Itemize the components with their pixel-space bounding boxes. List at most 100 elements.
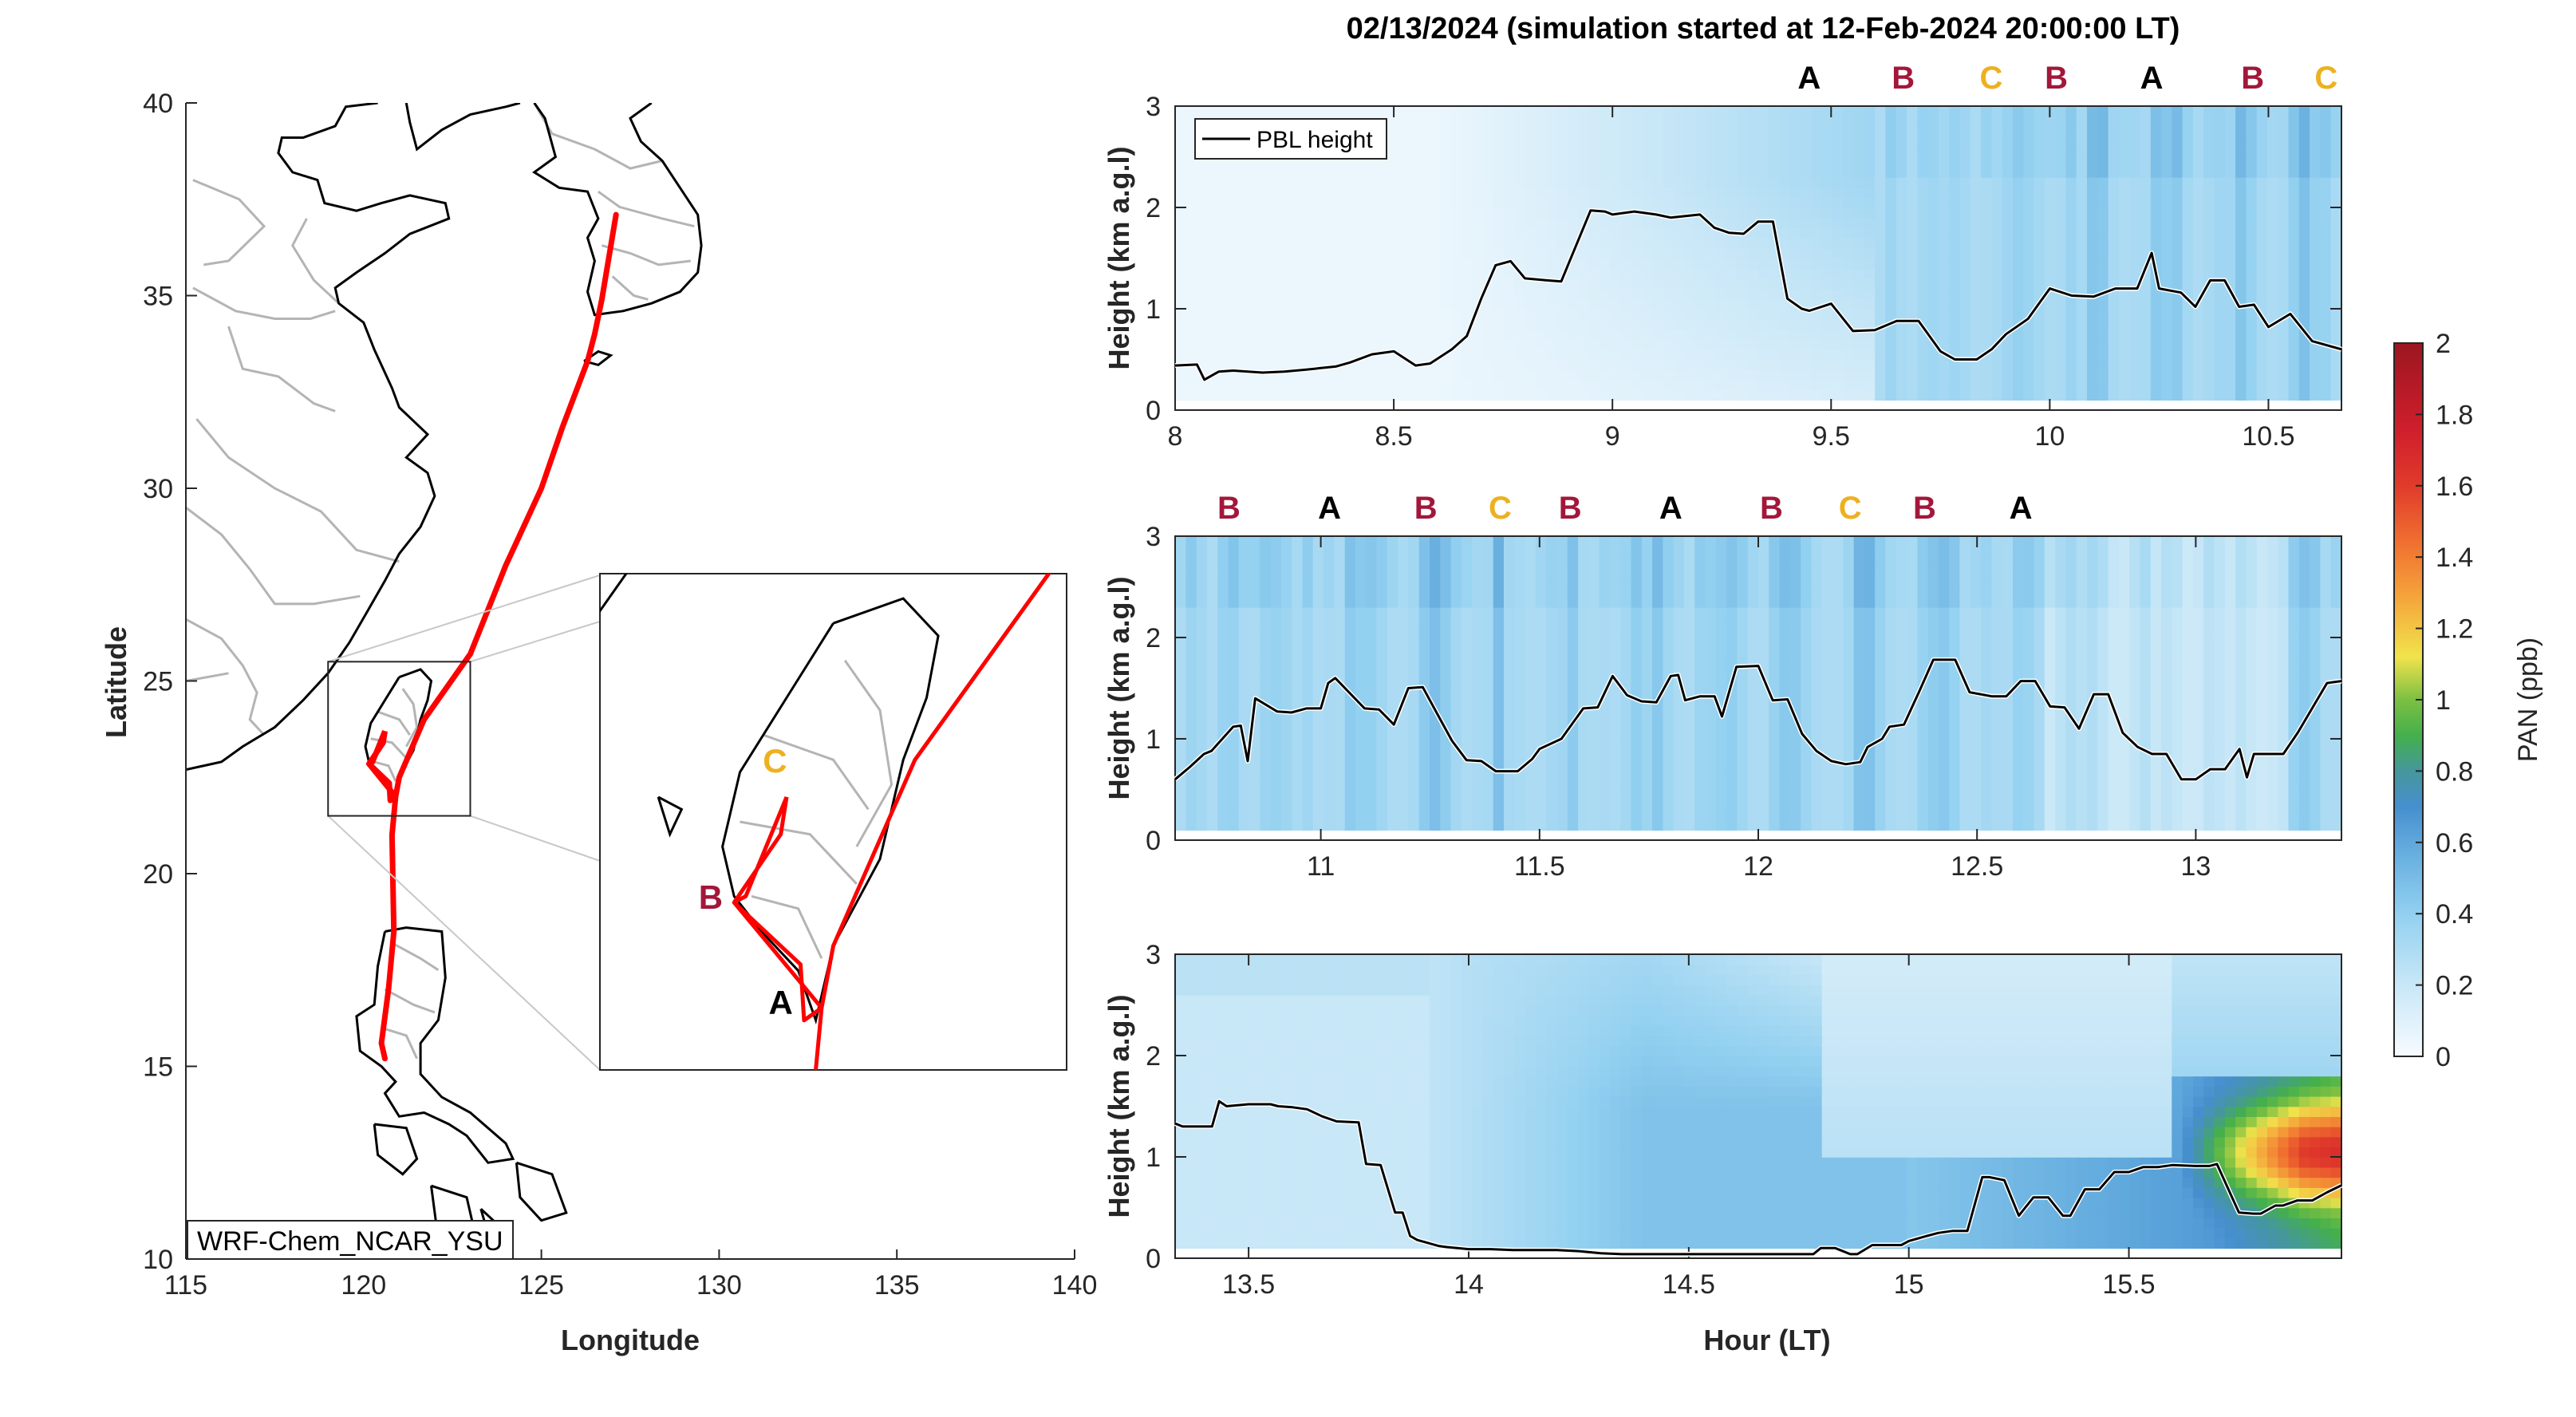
- heatmap-cell: [1907, 227, 1918, 239]
- heatmap-cell: [1462, 587, 1473, 598]
- heatmap-cell: [1960, 298, 1971, 310]
- heatmap-cell: [1737, 136, 1748, 148]
- heatmap-cell: [1472, 360, 1483, 371]
- heatmap-cell: [1525, 136, 1537, 148]
- heatmap-cell: [1832, 207, 1844, 219]
- heatmap-cell: [1716, 799, 1727, 811]
- heatmap-cell: [1991, 268, 2002, 279]
- heatmap-cell: [1387, 167, 1398, 178]
- heatmap-cell: [2257, 207, 2268, 219]
- heatmap-cell: [1769, 769, 1780, 780]
- heatmap-cell: [1408, 369, 1419, 381]
- heatmap-cell: [1694, 547, 1706, 558]
- heatmap-cell: [1430, 380, 1441, 391]
- heatmap-cell: [1568, 147, 1579, 158]
- heatmap-cell: [1769, 349, 1780, 361]
- heatmap-cell: [1769, 708, 1780, 720]
- heatmap-cell: [1716, 577, 1727, 588]
- heatmap-cell: [1366, 668, 1377, 679]
- heatmap-cell: [1260, 207, 1271, 219]
- heatmap-cell: [1366, 197, 1377, 207]
- heatmap-cell: [1694, 309, 1706, 320]
- heatmap-cell: [1652, 126, 1663, 137]
- heatmap-cell: [1600, 566, 1611, 578]
- heatmap-cell: [1694, 289, 1706, 300]
- heatmap-cell: [1271, 678, 1282, 689]
- heatmap-cell: [1748, 810, 1759, 821]
- heatmap-cell: [1620, 339, 1631, 350]
- heatmap-cell: [1663, 116, 1674, 128]
- heatmap-cell: [1620, 607, 1631, 618]
- heatmap-cell: [1271, 799, 1282, 811]
- heatmap-cell: [1546, 259, 1557, 270]
- heatmap-cell: [1260, 728, 1271, 740]
- heatmap-cell: [1239, 248, 1250, 259]
- heatmap-cell: [1419, 637, 1430, 649]
- heatmap-cell: [1896, 278, 1907, 290]
- heatmap-cell: [1663, 607, 1674, 618]
- heatmap-cell: [1462, 238, 1473, 249]
- heatmap-cell: [1642, 278, 1653, 290]
- heatmap-cell: [1600, 799, 1611, 811]
- heatmap-cell: [1694, 657, 1706, 669]
- heatmap-cell: [1525, 380, 1537, 391]
- heatmap-cell: [1557, 349, 1568, 361]
- heatmap-cell: [1451, 577, 1462, 588]
- heatmap-cell: [1600, 248, 1611, 259]
- heatmap-cell: [1207, 769, 1218, 780]
- heatmap-cell: [1652, 547, 1663, 558]
- heatmap-cell: [2161, 369, 2172, 381]
- heatmap-cell: [2119, 177, 2130, 188]
- heatmap-cell: [1557, 227, 1568, 239]
- heatmap-cell: [1408, 147, 1419, 158]
- heatmap-cell: [1355, 339, 1367, 350]
- heatmap-cell: [1345, 197, 1356, 207]
- heatmap-cell: [1419, 708, 1430, 720]
- heatmap-cell: [2065, 116, 2077, 128]
- heatmap-cell: [1600, 637, 1611, 649]
- heatmap-cell: [1313, 739, 1324, 750]
- heatmap-cell: [1610, 298, 1621, 310]
- heatmap-cell: [1514, 339, 1525, 350]
- heatmap-cell: [1684, 790, 1695, 801]
- heatmap-cell: [1313, 369, 1324, 381]
- heatmap-cell: [1197, 556, 1208, 567]
- heatmap-cell: [2034, 349, 2045, 361]
- heatmap-cell: [1588, 556, 1600, 567]
- heatmap-cell: [1504, 678, 1515, 689]
- heatmap-cell: [1303, 820, 1314, 831]
- x-tick-label: 10.5: [2242, 421, 2294, 452]
- heatmap-cell: [1652, 298, 1663, 310]
- heatmap-cell: [1896, 360, 1907, 371]
- heatmap-cell: [1514, 799, 1525, 811]
- heatmap-cell: [2278, 126, 2289, 137]
- heatmap-cell: [1790, 157, 1801, 168]
- heatmap-cell: [1600, 238, 1611, 249]
- heatmap-cell: [1525, 218, 1537, 229]
- heatmap-cell: [1377, 799, 1388, 811]
- heatmap-cell: [1694, 708, 1706, 720]
- heatmap-cell: [1557, 708, 1568, 720]
- heatmap-cell: [2087, 349, 2098, 361]
- heatmap-cell: [1716, 289, 1727, 300]
- heatmap-cell: [2034, 227, 2045, 239]
- heatmap-cell: [2331, 289, 2342, 300]
- heatmap-cell: [1801, 227, 1812, 239]
- heatmap-cell: [1970, 248, 1982, 259]
- heatmap-cell: [1514, 566, 1525, 578]
- heatmap-cell: [1610, 339, 1621, 350]
- heatmap-cell: [1207, 218, 1218, 229]
- heatmap-cell: [1366, 298, 1377, 310]
- heatmap-cell: [1737, 566, 1748, 578]
- heatmap-cell: [2151, 339, 2162, 350]
- heatmap-cell: [1780, 167, 1791, 178]
- heatmap-cell: [1271, 769, 1282, 780]
- heatmap-cell: [2034, 167, 2045, 178]
- heatmap-cell: [1482, 187, 1493, 199]
- heatmap-cell: [1949, 309, 1960, 320]
- heatmap-cell: [1663, 769, 1674, 780]
- heatmap-cell: [2320, 380, 2331, 391]
- heatmap-cell: [1472, 187, 1483, 199]
- heatmap-cell: [1928, 360, 1939, 371]
- heatmap-cell: [1928, 248, 1939, 259]
